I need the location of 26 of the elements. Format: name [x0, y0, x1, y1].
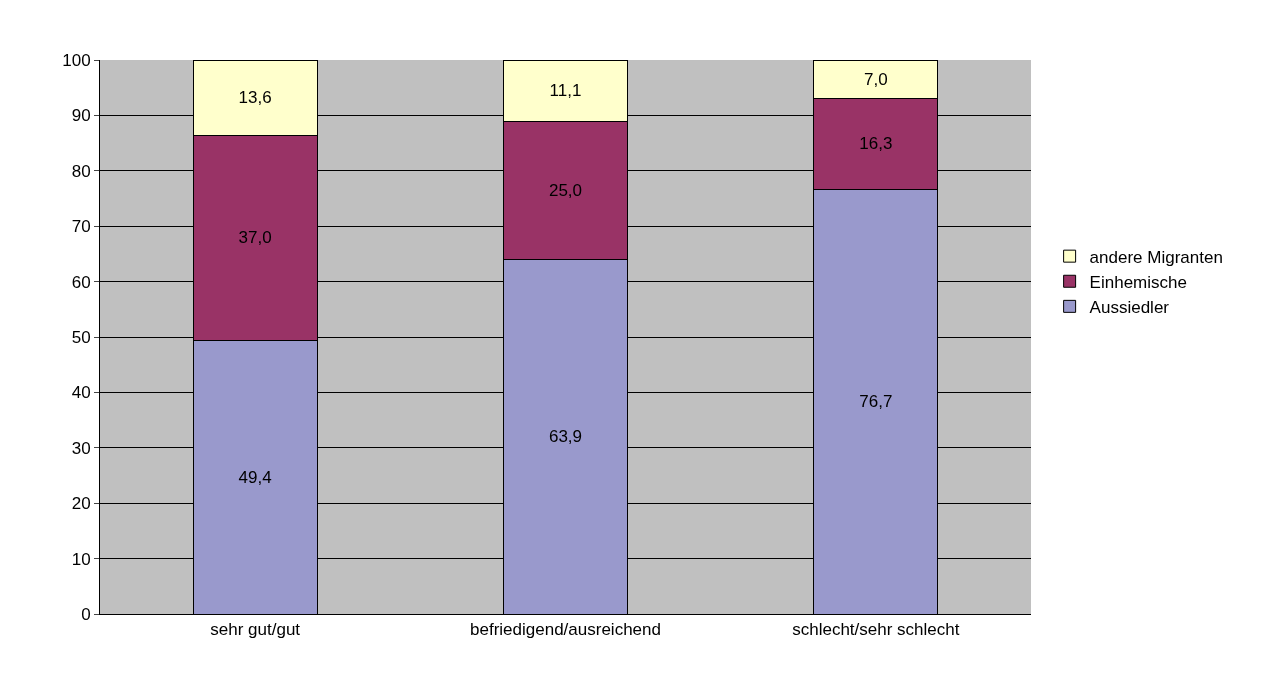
data-label: 25,0 — [548, 181, 583, 201]
legend-label: andere Migranten — [1089, 247, 1223, 267]
data-label: 63,9 — [548, 427, 583, 447]
y-tick-label: 0 — [81, 604, 91, 624]
legend-label: Aussiedler — [1089, 297, 1170, 317]
data-label: 11,1 — [549, 81, 582, 101]
data-label: 49,4 — [238, 467, 272, 487]
y-tick-label: 50 — [71, 327, 91, 347]
y-tick-label: 80 — [71, 161, 91, 181]
data-label: 16,3 — [859, 134, 893, 154]
y-tick-label: 100 — [62, 50, 91, 70]
y-tick-label: 70 — [71, 217, 91, 237]
data-label: 76,7 — [859, 392, 893, 412]
data-label: 37,0 — [238, 228, 272, 248]
data-label: 13,6 — [238, 88, 272, 108]
x-tick-label: sehr gut/gut — [210, 620, 301, 640]
data-label: 7,0 — [864, 69, 888, 89]
legend-label: Einhemische — [1089, 272, 1187, 292]
y-tick-label: 90 — [71, 106, 91, 126]
y-tick-label: 40 — [71, 383, 91, 403]
x-tick-label: schlecht/sehr schlecht — [792, 620, 960, 640]
y-tick-label: 20 — [71, 494, 91, 514]
y-tick-label: 10 — [71, 549, 91, 569]
x-tick-label: befriedigend/ausreichend — [470, 620, 661, 640]
y-tick-label: 60 — [71, 272, 91, 292]
y-tick-label: 30 — [71, 438, 91, 458]
